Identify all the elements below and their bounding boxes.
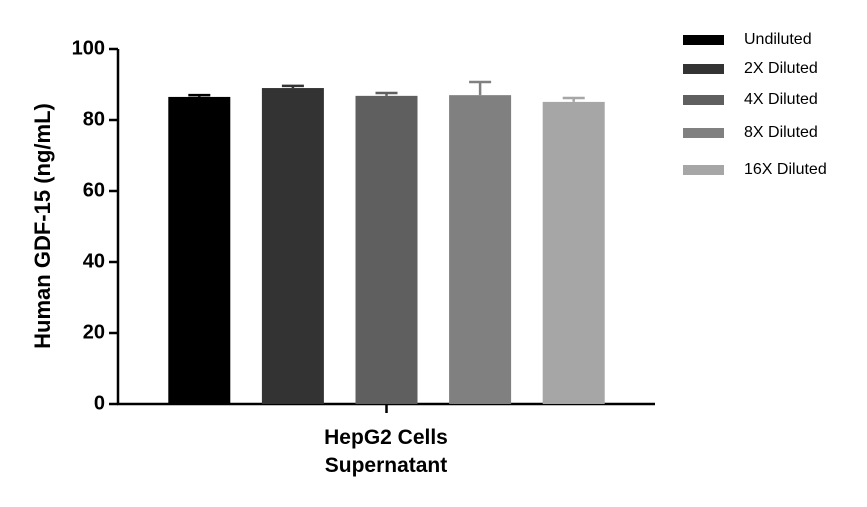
- legend-label: 2X Diluted: [744, 60, 818, 77]
- y-tick-label: 40: [83, 250, 105, 272]
- error-bar: [281, 84, 304, 89]
- y-axis-label: Human GDF-15 (ng/mL): [30, 103, 55, 349]
- bar: [542, 101, 605, 405]
- y-tick-label: 0: [94, 392, 105, 414]
- legend-swatch: [683, 128, 724, 138]
- legend-swatch: [683, 35, 724, 45]
- error-bar: [375, 91, 398, 96]
- bar: [449, 95, 512, 405]
- error-bar: [188, 93, 211, 97]
- legend-label: 4X Diluted: [744, 91, 818, 108]
- y-tick-label: 20: [83, 321, 105, 343]
- legend-label: 16X Diluted: [744, 161, 827, 178]
- legend-label: Undiluted: [744, 31, 812, 48]
- bar: [355, 95, 418, 405]
- error-bar: [562, 96, 585, 102]
- legend-label: 8X Diluted: [744, 124, 818, 141]
- error-bar: [469, 80, 492, 96]
- legend-swatch: [683, 64, 724, 74]
- legend-swatch: [683, 165, 724, 175]
- y-tick-label: 60: [83, 179, 105, 201]
- y-tick-label: 80: [83, 108, 105, 130]
- bar: [261, 88, 324, 405]
- bar: [168, 96, 231, 405]
- x-tick-label: HepG2 Cells Supernatant: [324, 426, 448, 477]
- y-tick-label: 100: [72, 37, 105, 59]
- legend-swatch: [683, 95, 724, 105]
